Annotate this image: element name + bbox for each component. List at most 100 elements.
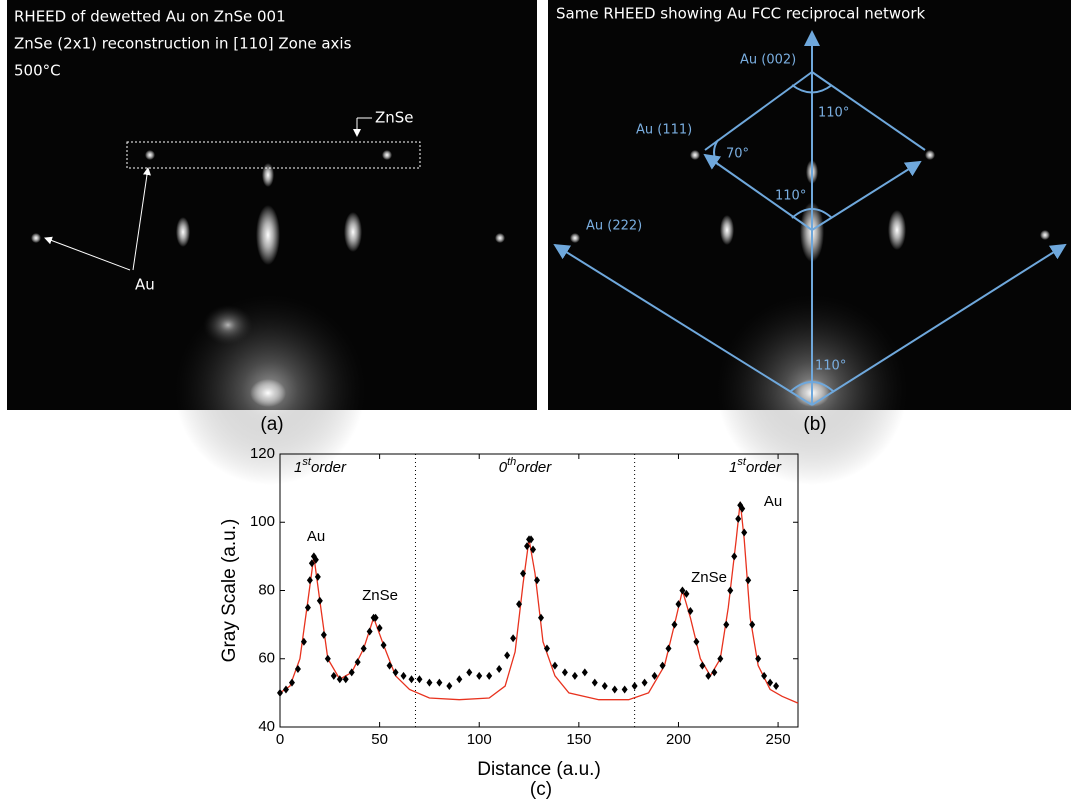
angle-label: 110° <box>818 106 849 121</box>
panel-label: Au (002) <box>740 53 796 68</box>
data-point <box>745 576 752 585</box>
data-point <box>543 644 550 653</box>
data-point <box>727 586 734 595</box>
data-point <box>621 685 628 694</box>
region-text: st <box>302 456 312 468</box>
data-point <box>561 668 568 677</box>
region-text: 0 <box>499 459 508 476</box>
data-point <box>324 654 331 663</box>
data-point <box>735 514 742 523</box>
data-point <box>392 668 399 677</box>
data-point <box>366 627 373 636</box>
data-point <box>534 576 541 585</box>
x-tick-label: 150 <box>566 731 591 748</box>
region-label: 0thorder <box>499 456 553 476</box>
panel-a: RHEED of dewetted Au on ZnSe 001 ZnSe (2… <box>7 0 537 485</box>
x-axis-label: Distance (a.u.) <box>477 759 601 780</box>
data-point <box>312 555 319 564</box>
angle-label: 110° <box>815 359 846 374</box>
angle-label: 70° <box>726 147 749 162</box>
region-text: order <box>516 459 552 476</box>
caption: (b) <box>803 414 826 435</box>
data-point <box>537 613 544 622</box>
region-text: 1 <box>294 459 302 476</box>
peak-label: ZnSe <box>691 569 727 586</box>
data-point <box>330 671 337 680</box>
caption: (a) <box>260 414 283 435</box>
region-label: 1storder <box>729 456 782 476</box>
data-point <box>687 606 694 615</box>
data-point <box>342 675 349 684</box>
angle-label: 110° <box>775 189 806 204</box>
data-point <box>476 671 483 680</box>
data-point <box>699 661 706 670</box>
panel-label: Au (222) <box>586 219 642 234</box>
data-point <box>761 671 768 680</box>
caption: (c) <box>530 779 552 800</box>
fit-line <box>279 501 799 704</box>
data-point <box>659 661 666 670</box>
data-point <box>551 661 558 670</box>
data-point <box>741 528 748 537</box>
data-point <box>348 668 355 677</box>
data-point <box>380 641 387 650</box>
data-point <box>314 572 321 581</box>
panel-label: Au <box>135 276 155 294</box>
region-text: order <box>311 459 347 476</box>
y-tick-label: 120 <box>250 445 275 462</box>
x-tick-label: 0 <box>276 731 284 748</box>
data-point <box>705 671 712 680</box>
x-tick-label: 250 <box>766 731 791 748</box>
chart: 0 50 100 150 200 250 40 60 80 100 120 Distance (a.u… <box>219 445 799 800</box>
data-point <box>304 603 311 612</box>
data-point <box>277 688 283 697</box>
data-point <box>611 685 618 694</box>
data-point <box>516 600 523 609</box>
data-point <box>408 675 415 684</box>
data-point <box>571 671 578 680</box>
region-text: 1 <box>729 459 737 476</box>
data-point <box>316 596 323 605</box>
data-point <box>336 675 343 684</box>
panel-b: Same RHEED showing Au FCC reciprocal net… <box>548 0 1071 485</box>
data-point <box>520 569 527 578</box>
panel-text: RHEED of dewetted Au on ZnSe 001 <box>14 8 286 26</box>
data-point <box>300 637 307 646</box>
y-tick-label: 80 <box>258 581 275 598</box>
data-point <box>711 668 718 677</box>
data-point <box>496 664 503 673</box>
data-point <box>767 678 774 687</box>
panel-text: ZnSe (2x1) reconstruction in [110] Zone … <box>14 35 352 53</box>
data-point <box>683 589 690 598</box>
data-point <box>631 682 638 691</box>
data-point <box>717 654 724 663</box>
data-point <box>723 620 730 629</box>
data-point <box>446 682 453 691</box>
x-tick-label: 50 <box>371 731 388 748</box>
peak-label: Au <box>307 528 325 545</box>
data-point <box>693 637 700 646</box>
data-point <box>755 654 762 663</box>
data-point <box>372 613 379 622</box>
x-tick-label: 100 <box>467 731 492 748</box>
x-tick-label: 200 <box>666 731 691 748</box>
panel-label: Au (111) <box>636 123 692 138</box>
data-point <box>773 682 780 691</box>
data-point <box>288 678 295 687</box>
data-point <box>486 671 493 680</box>
plot-frame <box>279 453 799 728</box>
data-point <box>524 542 531 551</box>
data-point <box>426 678 433 687</box>
region-text: st <box>737 456 747 468</box>
data-point <box>671 620 678 629</box>
data-point <box>282 685 289 694</box>
data-point <box>679 586 686 595</box>
data-point <box>504 651 511 660</box>
data-point <box>386 661 393 670</box>
data-point <box>360 644 367 653</box>
data-point <box>528 535 535 544</box>
data-point <box>665 644 672 653</box>
data-point <box>510 634 517 643</box>
data-point <box>308 559 315 568</box>
